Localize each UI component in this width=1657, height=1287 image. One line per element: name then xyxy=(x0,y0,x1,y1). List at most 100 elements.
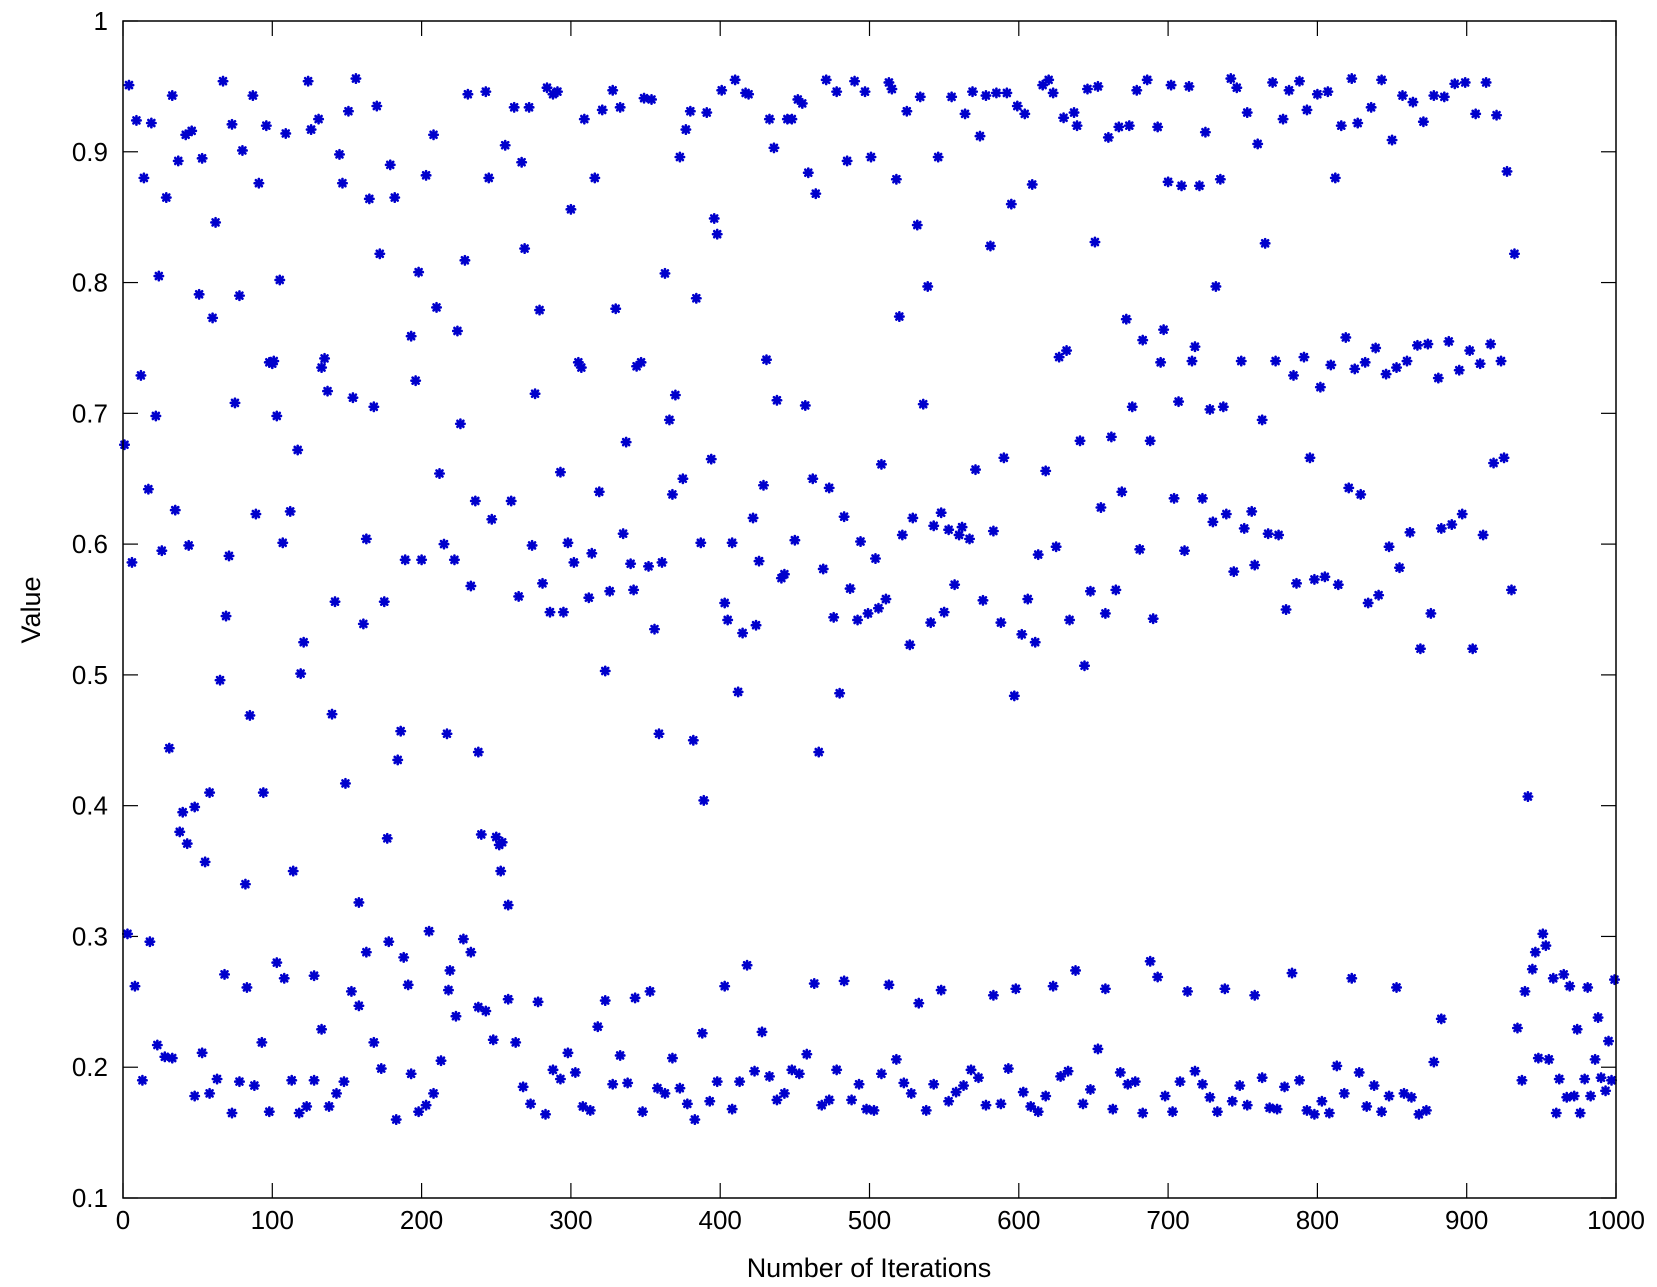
data-point xyxy=(865,151,877,163)
data-point xyxy=(1179,545,1191,557)
data-point xyxy=(1186,355,1198,367)
data-point xyxy=(1359,356,1371,368)
data-point xyxy=(284,505,296,517)
data-point xyxy=(1582,981,1594,993)
data-point xyxy=(247,90,259,102)
data-point xyxy=(841,155,853,167)
data-point xyxy=(1183,80,1195,92)
data-point xyxy=(565,203,577,215)
data-point xyxy=(253,177,265,189)
data-point xyxy=(517,1081,529,1093)
data-point xyxy=(778,568,790,580)
data-point xyxy=(183,539,195,551)
x-tick-label: 300 xyxy=(549,1205,592,1235)
data-point xyxy=(389,192,401,204)
data-point xyxy=(353,896,365,908)
data-point xyxy=(1081,83,1093,95)
data-point xyxy=(319,352,331,364)
data-point xyxy=(487,1034,499,1046)
data-point xyxy=(1362,597,1374,609)
data-point xyxy=(1241,1099,1253,1111)
plot-area-frame xyxy=(122,20,1617,1199)
data-point xyxy=(695,537,707,549)
data-point xyxy=(138,172,150,184)
data-point xyxy=(734,1076,746,1088)
data-point xyxy=(1323,1107,1335,1119)
data-point xyxy=(1270,355,1282,367)
data-point xyxy=(1568,1090,1580,1102)
data-point xyxy=(722,614,734,626)
data-point xyxy=(1286,967,1298,979)
data-point xyxy=(749,1065,761,1077)
data-point xyxy=(1173,396,1185,408)
data-point xyxy=(368,401,380,413)
data-point xyxy=(1040,1090,1052,1102)
y-tick-label: 0.9 xyxy=(72,137,108,167)
data-point xyxy=(771,394,783,406)
data-point xyxy=(726,1103,738,1115)
data-point xyxy=(1338,1087,1350,1099)
data-point xyxy=(1293,75,1305,87)
data-point xyxy=(1585,1090,1597,1102)
y-tick-label: 0.4 xyxy=(72,791,108,821)
data-point xyxy=(771,1094,783,1106)
data-point xyxy=(656,556,668,568)
data-point xyxy=(241,981,253,993)
y-axis-title: Value xyxy=(16,576,46,643)
data-point xyxy=(544,606,556,618)
data-point xyxy=(1411,339,1423,351)
data-point xyxy=(1019,108,1031,120)
data-point xyxy=(1105,431,1117,443)
data-point xyxy=(1032,549,1044,561)
data-point xyxy=(336,177,348,189)
data-point xyxy=(1228,566,1240,578)
data-point xyxy=(1600,1085,1612,1097)
data-point xyxy=(729,74,741,86)
data-point xyxy=(838,975,850,987)
data-point xyxy=(1314,381,1326,393)
x-tick-label: 100 xyxy=(251,1205,294,1235)
data-point xyxy=(719,597,731,609)
data-point xyxy=(1564,980,1576,992)
data-point xyxy=(1283,84,1295,96)
data-point xyxy=(756,1026,768,1038)
data-point xyxy=(1456,508,1468,520)
data-point xyxy=(859,86,871,98)
data-point xyxy=(998,452,1010,464)
data-point xyxy=(1365,101,1377,113)
data-point xyxy=(711,228,723,240)
data-point xyxy=(1561,1091,1573,1103)
data-point xyxy=(820,74,832,86)
data-point xyxy=(329,596,341,608)
data-point xyxy=(1383,541,1395,553)
data-point xyxy=(1001,87,1013,99)
data-point xyxy=(293,1107,305,1119)
data-point xyxy=(257,787,269,799)
data-point xyxy=(244,709,256,721)
data-point xyxy=(298,636,310,648)
data-point xyxy=(1511,1022,1523,1034)
data-point xyxy=(177,806,189,818)
data-point xyxy=(371,100,383,112)
data-point xyxy=(808,978,820,990)
x-tick-label: 700 xyxy=(1146,1205,1189,1235)
data-point xyxy=(1259,237,1271,249)
data-point xyxy=(760,354,772,366)
data-point xyxy=(1571,1023,1583,1035)
data-point xyxy=(532,996,544,1008)
data-point xyxy=(1316,1095,1328,1107)
data-point xyxy=(451,325,463,337)
data-point xyxy=(855,535,867,547)
data-point xyxy=(301,1100,313,1112)
data-point xyxy=(280,127,292,139)
data-point xyxy=(869,552,881,564)
data-point xyxy=(496,836,508,848)
data-point xyxy=(1301,1104,1313,1116)
data-point xyxy=(932,151,944,163)
x-tick-label: 500 xyxy=(848,1205,891,1235)
data-point xyxy=(689,1114,701,1126)
data-point xyxy=(210,216,222,228)
data-point xyxy=(753,555,765,567)
data-point xyxy=(1010,983,1022,995)
